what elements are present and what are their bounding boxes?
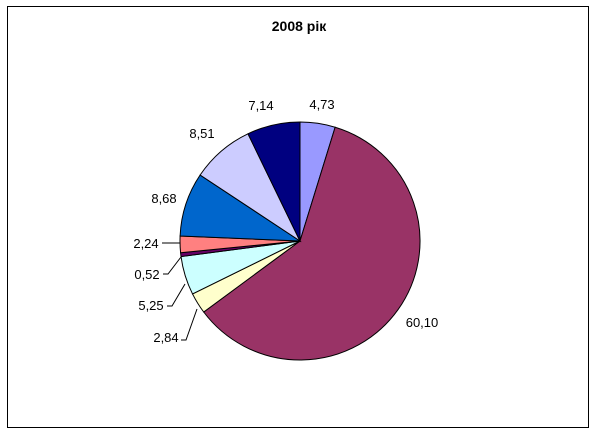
- leader-line-3: [181, 308, 198, 341]
- pie-slice-2: [203, 126, 421, 361]
- chart-title: 2008 рік: [271, 18, 327, 34]
- data-label-8: 8,51: [189, 126, 214, 141]
- data-label-3: 2,84: [153, 330, 178, 345]
- pie-slice-9: [247, 121, 301, 242]
- data-label-2: 60,10: [406, 315, 439, 330]
- leader-line-4: [167, 283, 186, 307]
- data-label-7: 8,68: [151, 191, 176, 206]
- data-label-5: 0,52: [134, 267, 159, 282]
- data-label-9: 7,14: [248, 98, 273, 113]
- data-label-6: 2,24: [133, 236, 158, 251]
- leader-line-5: [163, 256, 182, 275]
- data-label-4: 5,25: [138, 298, 163, 313]
- data-label-1: 4,73: [309, 97, 334, 112]
